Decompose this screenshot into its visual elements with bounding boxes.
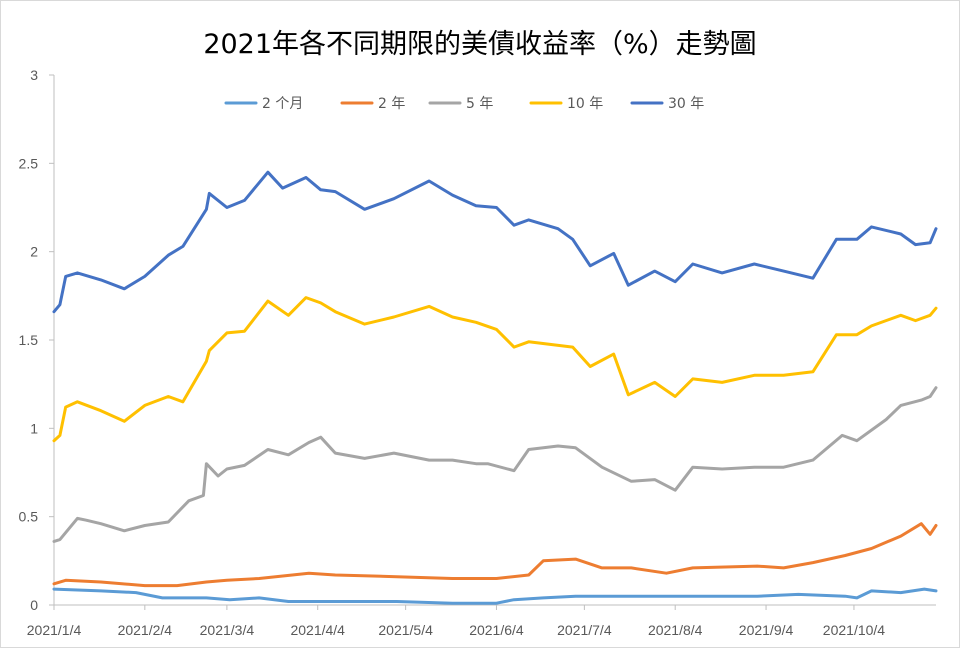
legend-label: 2 年 — [378, 96, 405, 112]
chart-title: 2021年各不同期限的美債收益率（%）走勢圖 — [203, 29, 757, 60]
x-tick-label: 2021/5/4 — [378, 622, 433, 638]
series-line-2 — [52, 386, 938, 543]
series-line-3 — [52, 296, 938, 443]
y-tick-label: 0.5 — [19, 509, 39, 525]
x-tick-label: 2021/10/4 — [823, 622, 885, 638]
x-tick-label: 2021/9/4 — [739, 622, 794, 638]
legend-label: 2 个月 — [262, 96, 303, 112]
x-tick-label: 2021/3/4 — [200, 622, 255, 638]
legend-label: 10 年 — [567, 96, 603, 112]
series-line-4 — [52, 170, 938, 314]
y-tick-label: 2 — [30, 244, 38, 260]
y-tick-label: 0 — [30, 597, 38, 613]
y-tick-label: 1 — [30, 420, 38, 436]
legend: 2 个月 2 年 5 年 10 年 30 年 — [224, 96, 704, 112]
x-tick-label: 2021/1/4 — [27, 622, 82, 638]
x-tick-label: 2021/4/4 — [290, 622, 345, 638]
y-tick-label: 1.5 — [19, 332, 39, 348]
legend-label: 5 年 — [466, 96, 493, 112]
x-tick-label: 2021/2/4 — [118, 622, 173, 638]
axes: 0 0.5 1 1.5 2 2.5 3 2021/1/4 2021/2/4 2021/3/4 202… — [19, 67, 936, 638]
y-tick-label: 3 — [30, 67, 38, 83]
y-tick-label: 2.5 — [19, 155, 39, 171]
series-line-1 — [52, 522, 938, 588]
series-layer — [52, 170, 938, 605]
x-tick-label: 2021/6/4 — [469, 622, 524, 638]
x-tick-label: 2021/7/4 — [557, 622, 612, 638]
series-line-0 — [52, 587, 938, 605]
x-tick-label: 2021/8/4 — [648, 622, 703, 638]
legend-label: 30 年 — [668, 96, 704, 112]
